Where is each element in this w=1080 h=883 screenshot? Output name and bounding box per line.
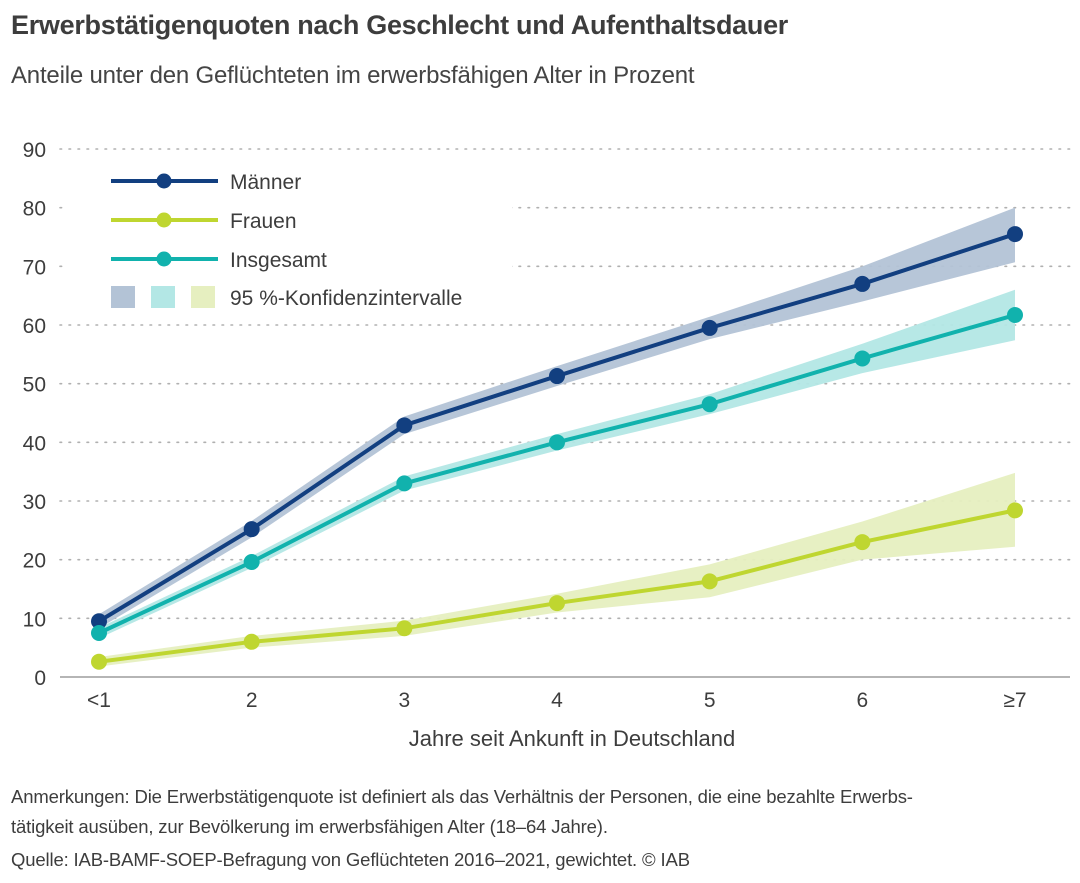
y-tick-label: 50 [23,374,46,397]
data-point-insgesamt [91,625,107,641]
data-point-frauen [701,573,718,590]
data-point-frauen [1007,502,1023,519]
chart-title: Erwerbstätigenquoten nach Geschlecht und… [11,10,789,40]
data-point-frauen [243,633,260,650]
data-point-insgesamt [1007,307,1023,324]
data-point-männer [701,319,718,336]
data-point-insgesamt [549,434,565,451]
data-point-frauen [91,653,107,670]
y-tick-label: 90 [23,139,46,162]
confidence-band-insgesamt [99,289,1015,639]
legend: Männer Frauen Insgesamt 95 %-Konfidenzinter… [66,158,512,320]
confidence-band-männer [99,207,1015,629]
x-tick-label: 2 [246,689,258,712]
x-tick-label: ≥7 [1003,689,1026,712]
legend-ci-label: 95 %-Konfidenzintervalle [230,287,462,310]
data-point-frauen [549,595,565,612]
legend-ci-swatch-frauen [191,286,215,308]
x-tick-label: <1 [87,689,111,712]
series-points [91,226,1023,670]
y-tick-label: 20 [23,550,46,573]
x-tick-label: 5 [704,689,716,712]
y-tick-label: 70 [23,256,46,279]
data-point-männer [854,275,871,292]
data-point-männer [243,521,260,538]
data-point-insgesamt [396,475,413,492]
legend-ci-swatch-männer [111,286,135,308]
confidence-band-frauen [99,472,1015,667]
data-point-männer [549,368,565,385]
y-tick-label: 10 [23,608,46,631]
y-tick-label: 30 [23,491,46,514]
x-axis-ticks: <1 2 3 4 5 6 ≥7 [87,689,1027,712]
data-point-frauen [396,620,413,637]
data-point-männer [91,613,107,630]
legend-background [66,158,512,320]
y-tick-label: 60 [23,315,46,338]
data-point-frauen [854,534,871,551]
legend-label-insgesamt: Insgesamt [230,249,327,272]
source-line: Quelle: IAB-BAMF-SOEP-Befragung von Gefl… [11,849,690,870]
legend-label-frauen: Frauen [230,210,297,233]
legend-marker-männer [156,173,172,189]
x-tick-label: 6 [856,689,868,712]
y-tick-label: 40 [23,432,46,455]
confidence-bands [99,207,1015,667]
y-tick-label: 80 [23,198,46,221]
legend-marker-frauen [156,212,172,228]
legend-ci-swatch-insgesamt [151,286,175,308]
x-tick-label: 4 [551,689,563,712]
legend-marker-insgesamt [156,251,172,267]
data-point-insgesamt [854,350,871,367]
legend-label-männer: Männer [230,171,301,194]
data-point-insgesamt [701,396,718,413]
y-tick-label: 0 [34,667,46,690]
x-axis-title: Jahre seit Ankunft in Deutschland [409,726,736,751]
data-point-männer [1007,226,1023,243]
note-line-1: Anmerkungen: Die Erwerbstätigenquote ist… [11,786,913,807]
chart-subtitle: Anteile unter den Geflüchteten im erwerb… [11,62,695,89]
y-axis-ticks: 0 10 20 30 40 50 60 70 80 90 [23,139,46,690]
data-point-männer [396,417,413,434]
line-chart: Männer Frauen Insgesamt 95 %-Konfidenzinter… [23,139,1071,751]
data-point-insgesamt [243,554,260,571]
note-line-2: tätigkeit ausüben, zur Bevölkerung im er… [11,816,608,837]
x-tick-label: 3 [398,689,410,712]
